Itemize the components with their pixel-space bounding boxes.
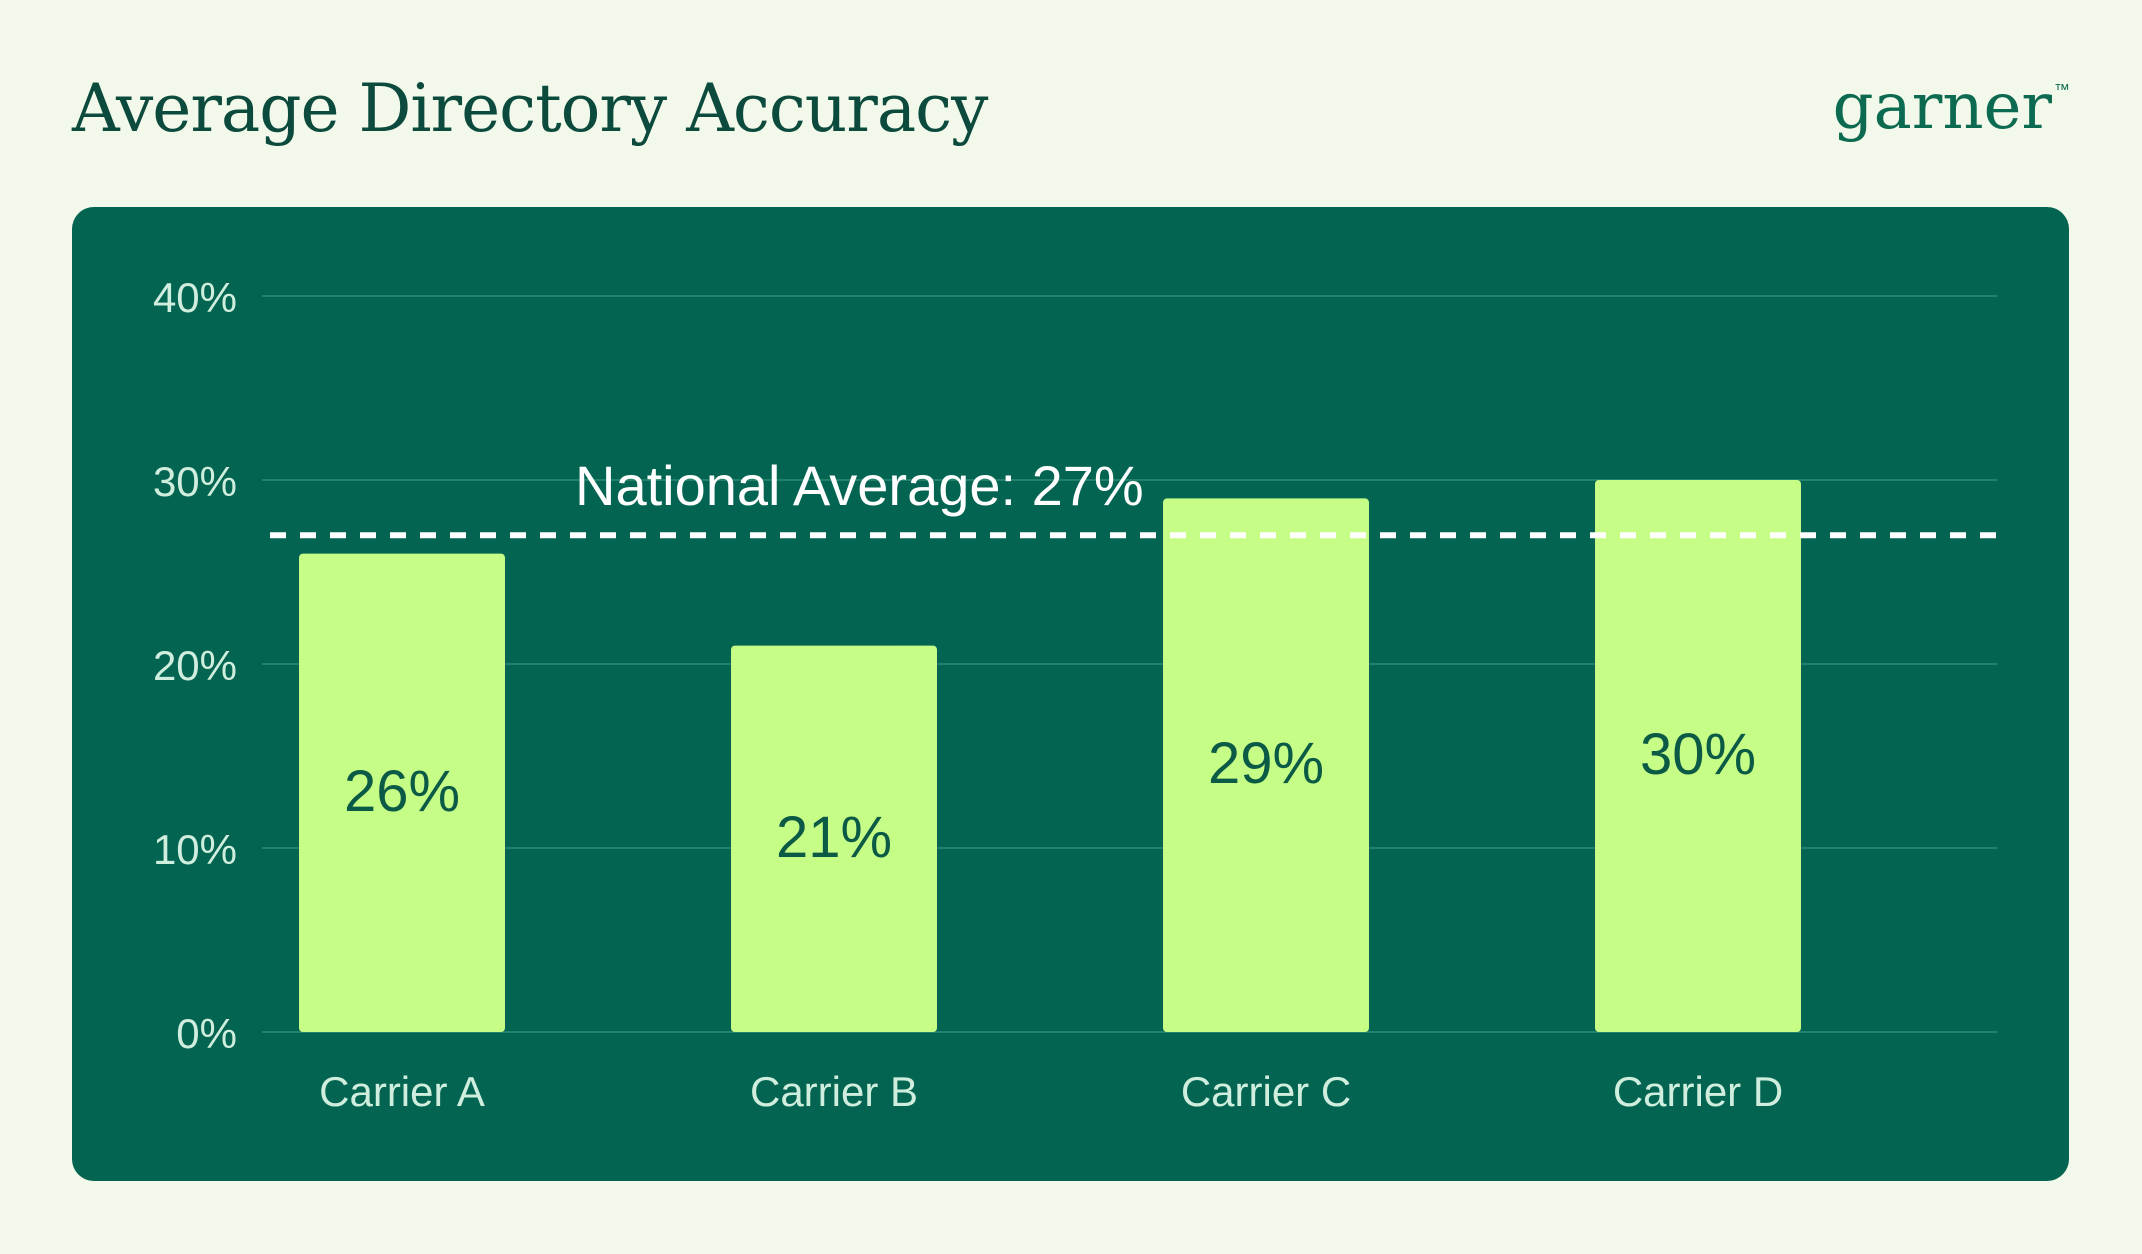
logo-text: garner bbox=[1832, 70, 2052, 144]
bar bbox=[731, 645, 937, 1032]
bar bbox=[1163, 498, 1369, 1032]
y-tick-label: 0% bbox=[176, 1010, 237, 1057]
bar-value-label: 21% bbox=[776, 805, 892, 870]
trademark-mark: ™ bbox=[2054, 82, 2070, 99]
chart-title: Average Directory Accuracy bbox=[72, 70, 988, 147]
bar bbox=[299, 553, 505, 1032]
garner-logo: garner ™ bbox=[1833, 70, 2070, 144]
x-tick-label: Carrier A bbox=[319, 1068, 485, 1115]
bar-chart: 0% 10% 20% 30% 40% 26% Carrier A 21% Carrier B 29… bbox=[153, 274, 1997, 1115]
chart-panel: 0% 10% 20% 30% 40% 26% Carrier A 21% Carrier B 29… bbox=[72, 207, 2069, 1181]
bar-value-label: 29% bbox=[1208, 731, 1324, 796]
x-tick-label: Carrier D bbox=[1613, 1068, 1783, 1115]
bar-value-label: 26% bbox=[344, 759, 460, 824]
y-tick-label: 30% bbox=[153, 458, 237, 505]
bar bbox=[1595, 480, 1801, 1032]
national-average-label: National Average: 27% bbox=[575, 454, 1144, 517]
y-tick-label: 10% bbox=[153, 826, 237, 873]
y-tick-label: 20% bbox=[153, 642, 237, 689]
bar-value-label: 30% bbox=[1640, 722, 1756, 787]
x-tick-label: Carrier B bbox=[750, 1068, 918, 1115]
x-tick-label: Carrier C bbox=[1181, 1068, 1351, 1115]
y-tick-label: 40% bbox=[153, 274, 237, 321]
